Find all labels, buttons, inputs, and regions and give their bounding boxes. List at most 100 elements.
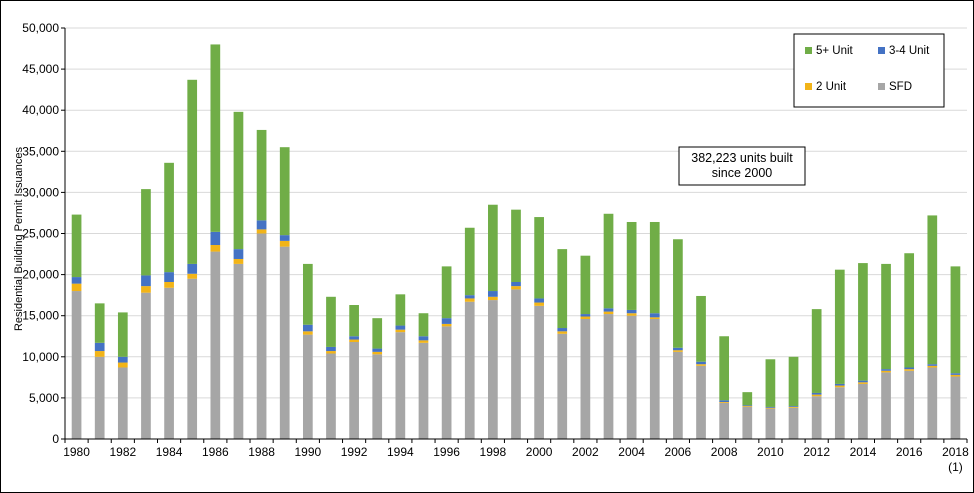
bar-stack-1993 bbox=[372, 318, 383, 439]
legend: 5+ Unit 3-4 Unit 2 Unit SFD bbox=[793, 33, 945, 108]
bar-stack-1981 bbox=[94, 303, 105, 439]
bar-2-unit-2018 bbox=[950, 374, 961, 377]
bar-5-unit-2018 bbox=[950, 266, 961, 374]
bar-3-4-unit-2005 bbox=[649, 313, 660, 318]
bar-2-unit-2005 bbox=[649, 317, 660, 319]
bar-3-4-unit-1990 bbox=[302, 324, 313, 332]
y-tick-label: 40,000 bbox=[22, 103, 59, 117]
x-tick-label: 1986 bbox=[202, 445, 229, 459]
x-tick-label: 2012 bbox=[803, 445, 830, 459]
bar-stack-2011 bbox=[788, 356, 799, 439]
legend-label: 2 Unit bbox=[816, 81, 847, 93]
bar-3-4-unit-2003 bbox=[603, 308, 614, 312]
bar-sfd-1993 bbox=[372, 354, 383, 439]
bar-2-unit-2002 bbox=[580, 316, 591, 319]
x-tick-label: 1988 bbox=[248, 445, 275, 459]
bar-2-unit-1999 bbox=[511, 286, 521, 290]
bar-stack-1982 bbox=[117, 312, 128, 439]
bar-sfd-1995 bbox=[418, 342, 429, 439]
bar-stack-2012 bbox=[811, 309, 822, 439]
bar-3-4-unit-2002 bbox=[580, 314, 591, 317]
bar-3-4-unit-1984 bbox=[164, 272, 174, 282]
bar-stack-1980 bbox=[71, 214, 82, 439]
bar-5-unit-1986 bbox=[210, 44, 221, 232]
bar-stack-2001 bbox=[557, 249, 568, 439]
bar-5-unit-1982 bbox=[117, 312, 128, 357]
bar-5-unit-1984 bbox=[164, 162, 174, 273]
bar-sfd-2015 bbox=[881, 372, 891, 439]
bar-stack-2013 bbox=[834, 269, 845, 439]
bar-3-4-unit-1995 bbox=[418, 336, 429, 341]
bar-sfd-1981 bbox=[94, 356, 105, 439]
x-tick-label: 1998 bbox=[480, 445, 507, 459]
bar-2-unit-1980 bbox=[71, 283, 82, 292]
x-tick-label: 2004 bbox=[618, 445, 645, 459]
bar-stack-1997 bbox=[464, 227, 475, 439]
bar-3-4-unit-2004 bbox=[626, 309, 637, 314]
legend-box bbox=[793, 33, 945, 108]
bar-5-unit-1983 bbox=[141, 189, 151, 276]
bar-2-unit-1995 bbox=[418, 340, 429, 343]
bar-stack-2016 bbox=[904, 253, 915, 439]
bar-sfd-1987 bbox=[233, 263, 244, 439]
bar-stack-2018 bbox=[950, 266, 961, 439]
bar-2-unit-1997 bbox=[464, 298, 475, 302]
bar-2-unit-1981 bbox=[94, 351, 105, 357]
bar-3-4-unit-2012 bbox=[811, 392, 822, 395]
bar-3-4-unit-1992 bbox=[349, 336, 359, 340]
bar-sfd-1996 bbox=[441, 326, 452, 439]
bar-2-unit-2017 bbox=[927, 365, 938, 368]
y-tick-label: 20,000 bbox=[22, 268, 59, 282]
bar-5-unit-2013 bbox=[834, 269, 845, 384]
bar-stack-2015 bbox=[881, 263, 891, 439]
bar-sfd-2008 bbox=[719, 402, 730, 439]
bar-2-unit-1994 bbox=[395, 329, 406, 333]
bar-3-4-unit-1997 bbox=[464, 295, 475, 299]
bar-2-unit-1983 bbox=[141, 286, 151, 293]
x-tick-label: 2002 bbox=[572, 445, 599, 459]
bar-5-unit-1996 bbox=[441, 266, 452, 319]
bar-3-4-unit-2016 bbox=[904, 367, 915, 370]
x-tick-label: 2008 bbox=[711, 445, 738, 459]
x-tick-label: 1982 bbox=[109, 445, 136, 459]
bar-sfd-1992 bbox=[349, 342, 359, 439]
bar-5-unit-2017 bbox=[927, 215, 938, 365]
bar-5-unit-2014 bbox=[858, 263, 868, 381]
bar-2-unit-1987 bbox=[233, 258, 244, 264]
x-tick-label: 2006 bbox=[665, 445, 692, 459]
bar-5-unit-2003 bbox=[603, 213, 614, 309]
bar-3-4-unit-1980 bbox=[71, 277, 82, 284]
bar-sfd-2018 bbox=[950, 376, 961, 439]
x-tick-label: 2000 bbox=[526, 445, 553, 459]
legend-swatch bbox=[878, 47, 885, 54]
x-tick-label: 2018 bbox=[942, 445, 969, 459]
bar-5-unit-2006 bbox=[673, 239, 683, 348]
bar-2-unit-2000 bbox=[534, 302, 544, 306]
bar-2-unit-2001 bbox=[557, 331, 568, 334]
axes bbox=[61, 27, 968, 443]
bar-stack-2014 bbox=[858, 263, 868, 439]
y-tick-label: 25,000 bbox=[22, 227, 59, 241]
bar-3-4-unit-1999 bbox=[511, 282, 521, 287]
bar-3-4-unit-2007 bbox=[696, 361, 706, 365]
bar-2-unit-2012 bbox=[811, 394, 822, 397]
bar-3-4-unit-1988 bbox=[256, 220, 267, 230]
bar-3-4-unit-2009 bbox=[742, 405, 753, 407]
bar-5-unit-2015 bbox=[881, 263, 891, 370]
bar-sfd-1983 bbox=[141, 292, 151, 439]
bar-3-4-unit-2011 bbox=[788, 406, 799, 407]
bar-3-4-unit-1986 bbox=[210, 231, 221, 246]
bar-sfd-2001 bbox=[557, 333, 568, 439]
bar-sfd-2005 bbox=[649, 318, 660, 439]
bar-3-4-unit-1998 bbox=[488, 291, 498, 297]
bar-sfd-1985 bbox=[187, 278, 198, 439]
bar-5-unit-1991 bbox=[326, 296, 336, 347]
y-tick-label: 45,000 bbox=[22, 62, 59, 76]
y-tick-label: 5,000 bbox=[29, 391, 59, 405]
bar-5-unit-2012 bbox=[811, 309, 822, 393]
bar-stack-1987 bbox=[233, 111, 244, 439]
bar-stack-1994 bbox=[395, 294, 406, 439]
bar-stack-2004 bbox=[626, 221, 637, 439]
bar-stack-1983 bbox=[141, 189, 151, 439]
